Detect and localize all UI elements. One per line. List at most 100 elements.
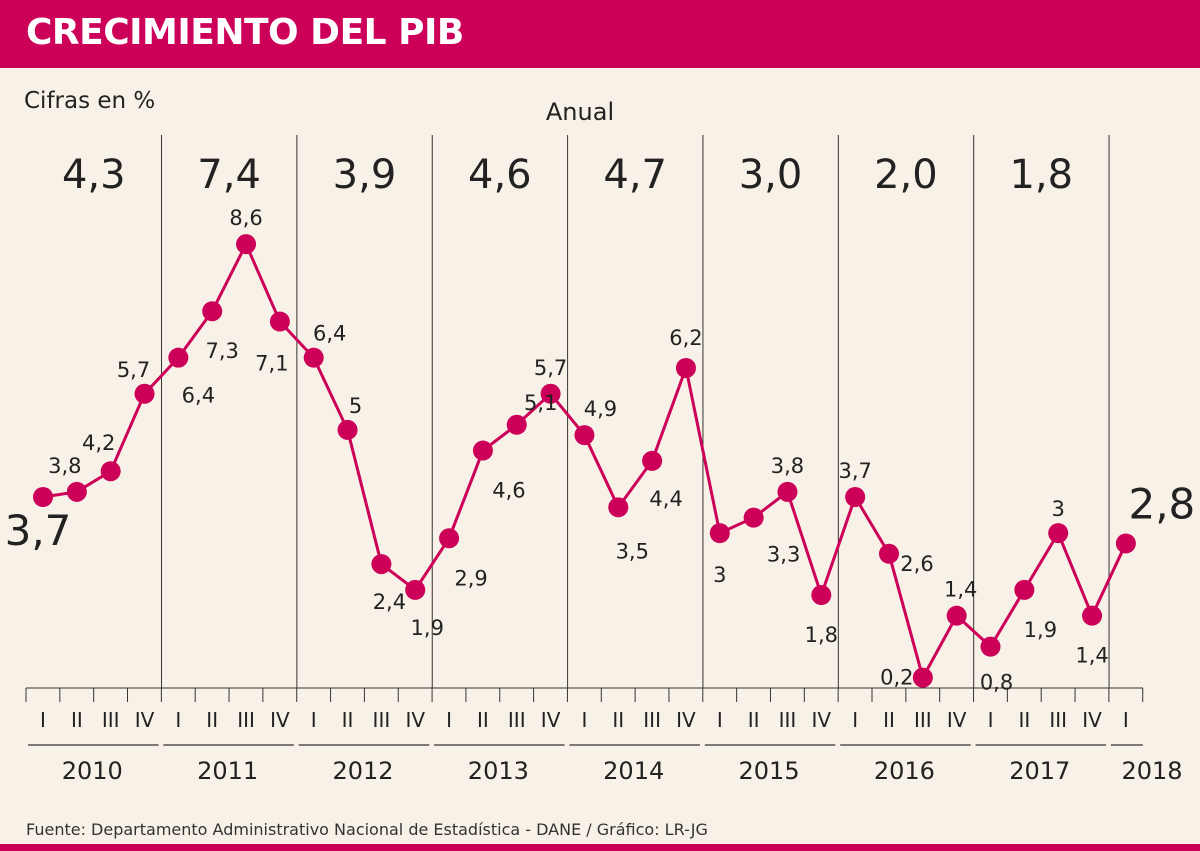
data-value-label: 0,8 bbox=[980, 671, 1013, 695]
data-point bbox=[912, 667, 933, 688]
data-point bbox=[371, 554, 392, 575]
data-point bbox=[405, 579, 426, 600]
data-point bbox=[879, 543, 899, 564]
annual-value-label: 7,4 bbox=[197, 152, 261, 198]
quarter-tick-label: IV bbox=[676, 708, 696, 732]
data-value-label: 1,4 bbox=[944, 578, 977, 602]
data-value-label: 3,7 bbox=[5, 506, 72, 555]
data-point bbox=[236, 234, 257, 255]
data-point bbox=[269, 311, 290, 332]
data-point bbox=[168, 347, 189, 368]
data-point bbox=[1014, 579, 1035, 600]
quarter-tick-label: III bbox=[1049, 708, 1067, 732]
data-point bbox=[472, 440, 493, 461]
data-point bbox=[337, 419, 358, 440]
data-point bbox=[506, 414, 527, 435]
data-value-label: 5,7 bbox=[534, 356, 567, 380]
year-label: 2012 bbox=[332, 757, 393, 785]
quarter-tick-label: IV bbox=[405, 708, 425, 732]
data-value-label: 8,6 bbox=[229, 206, 262, 230]
data-point bbox=[811, 585, 832, 606]
quarter-tick-label: II bbox=[1018, 708, 1030, 732]
data-value-label: 6,4 bbox=[313, 322, 346, 346]
data-value-label: 4,6 bbox=[492, 479, 525, 503]
data-point bbox=[1082, 605, 1103, 626]
data-value-label: 3,3 bbox=[767, 543, 800, 567]
year-label: 2017 bbox=[1009, 757, 1070, 785]
footer-band bbox=[0, 844, 1200, 851]
quarter-tick-label: III bbox=[643, 708, 661, 732]
data-value-label: 4,4 bbox=[649, 487, 682, 511]
annual-value-label: 4,3 bbox=[62, 152, 126, 198]
data-value-label: 2,4 bbox=[373, 590, 406, 614]
header-band: CRECIMIENTO DEL PIB bbox=[0, 0, 1200, 68]
quarter-tick-label: III bbox=[508, 708, 526, 732]
annual-heading: Anual bbox=[546, 98, 614, 126]
data-value-label: 5,7 bbox=[117, 358, 150, 382]
year-label: 2015 bbox=[739, 757, 800, 785]
data-point bbox=[675, 358, 696, 378]
quarter-tick-label: III bbox=[914, 708, 932, 732]
chart-title: CRECIMIENTO DEL PIB bbox=[26, 12, 464, 53]
data-value-label: 5 bbox=[349, 394, 362, 418]
annual-value-label: 2,0 bbox=[874, 152, 938, 198]
quarter-tick-label: II bbox=[342, 708, 354, 732]
quarter-tick-label: IV bbox=[812, 708, 832, 732]
quarter-tick-label: IV bbox=[270, 708, 290, 732]
year-label: 2013 bbox=[468, 757, 529, 785]
quarter-tick-label: I bbox=[581, 708, 587, 732]
data-value-label: 2,8 bbox=[1128, 479, 1195, 528]
quarter-tick-label: IV bbox=[1082, 708, 1102, 732]
data-point bbox=[1115, 533, 1136, 554]
data-value-label: 2,6 bbox=[900, 552, 933, 576]
data-point bbox=[439, 528, 460, 549]
data-value-label: 3 bbox=[713, 563, 726, 587]
year-label: 2016 bbox=[874, 757, 935, 785]
data-value-label: 6,4 bbox=[182, 384, 215, 408]
annual-value-label: 4,7 bbox=[603, 152, 667, 198]
quarter-tick-label: II bbox=[71, 708, 83, 732]
quarter-tick-label: I bbox=[446, 708, 452, 732]
quarter-tick-label: III bbox=[237, 708, 255, 732]
data-point bbox=[134, 383, 155, 404]
annual-value-label: 3,9 bbox=[333, 152, 397, 198]
year-label: 2011 bbox=[197, 757, 258, 785]
data-point bbox=[642, 450, 663, 471]
data-point bbox=[1048, 523, 1069, 544]
data-point bbox=[777, 481, 798, 502]
data-point bbox=[100, 461, 121, 482]
data-value-label: 4,2 bbox=[82, 431, 115, 455]
data-point bbox=[574, 425, 595, 446]
quarter-tick-label: II bbox=[477, 708, 489, 732]
data-value-label: 1,9 bbox=[1024, 618, 1057, 642]
data-point bbox=[845, 487, 866, 507]
data-point bbox=[33, 487, 53, 507]
quarter-tick-label: I bbox=[988, 708, 994, 732]
year-label: 2018 bbox=[1121, 757, 1182, 785]
quarter-tick-label: II bbox=[206, 708, 218, 732]
data-value-label: 6,2 bbox=[669, 326, 702, 350]
data-point bbox=[946, 605, 967, 626]
data-value-label: 7,1 bbox=[255, 352, 288, 376]
data-value-label: 0,2 bbox=[880, 666, 913, 690]
data-value-label: 1,8 bbox=[805, 623, 838, 647]
data-value-label: 2,9 bbox=[454, 566, 487, 590]
quarter-tick-label: I bbox=[175, 708, 181, 732]
data-point bbox=[66, 481, 87, 502]
data-value-label: 1,9 bbox=[411, 616, 444, 640]
annual-value-label: 4,6 bbox=[468, 152, 532, 198]
data-value-label: 3,5 bbox=[616, 539, 649, 563]
data-value-label: 3,7 bbox=[838, 459, 871, 483]
quarter-tick-label: II bbox=[748, 708, 760, 732]
data-point bbox=[303, 347, 324, 368]
data-value-label: 3,8 bbox=[48, 454, 81, 478]
data-point bbox=[540, 383, 561, 404]
annual-value-label: 1,8 bbox=[1009, 152, 1073, 198]
quarter-tick-label: I bbox=[311, 708, 317, 732]
quarter-tick-label: III bbox=[373, 708, 391, 732]
data-value-label: 3,8 bbox=[771, 454, 804, 478]
data-value-label: 3 bbox=[1052, 497, 1065, 521]
quarter-tick-label: I bbox=[40, 708, 46, 732]
